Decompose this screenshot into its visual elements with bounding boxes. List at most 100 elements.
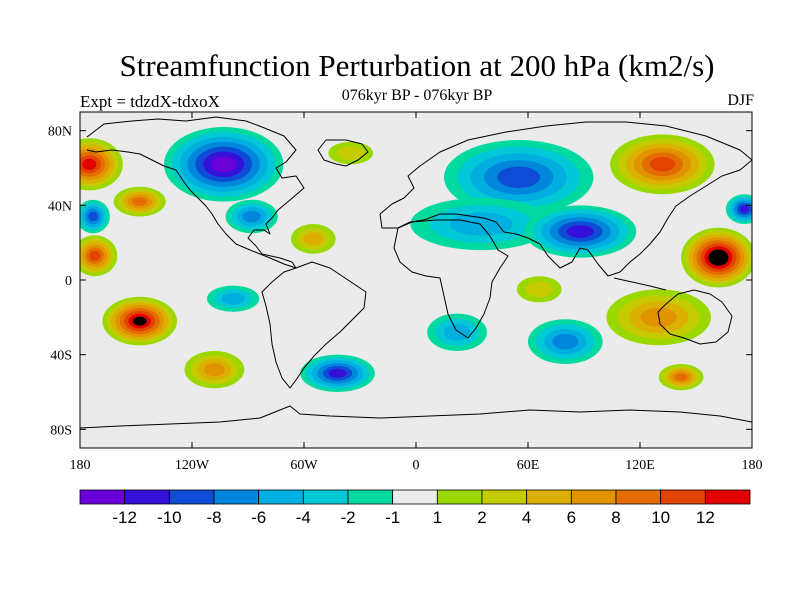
season-label: DJF — [727, 92, 754, 109]
x-tick-label: 60E — [517, 458, 540, 473]
colorbar-swatch — [392, 489, 438, 505]
colorbar-swatch — [79, 489, 126, 505]
anomaly-14-contour-6 — [566, 225, 594, 238]
anomaly-4-contour-7 — [211, 156, 237, 173]
colorbar-label: 6 — [567, 508, 576, 527]
anomaly-22 — [516, 276, 562, 303]
anomaly-5-contour-4 — [242, 210, 261, 223]
anomaly-21 — [427, 313, 487, 351]
colorbar: -12 -10 -8 -6 -4 -2 -1 1 2 4 6 8 10 12 — [79, 489, 751, 527]
streamfunction-field — [80, 127, 752, 392]
colorbar-label: 8 — [611, 508, 620, 527]
map-axes: 180 120W 60W 0 60E 120E 180 80N 40N 0 40S 80S — [48, 112, 763, 473]
colorbar-swatch — [124, 489, 170, 505]
anomaly-16 — [681, 227, 752, 288]
anomaly-8 — [102, 296, 177, 346]
anomaly-1 — [113, 186, 166, 217]
anomaly-14 — [524, 205, 637, 258]
anomaly-13 — [410, 197, 553, 251]
anomaly-7 — [328, 141, 374, 165]
anomaly-12 — [444, 140, 594, 215]
y-tick-label: 40N — [48, 199, 72, 214]
colorbar-label: -1 — [385, 508, 400, 527]
anomaly-1-contour-5 — [132, 197, 148, 206]
coastline-australia — [657, 289, 733, 345]
colorbar-label: -4 — [296, 508, 311, 527]
colorbar-swatch — [570, 489, 617, 505]
x-tick-label: 120W — [175, 458, 210, 473]
anomaly-4 — [164, 127, 284, 202]
colorbar-swatch — [704, 489, 751, 505]
anomaly-17-contour-6 — [740, 205, 749, 213]
colorbar-label: -6 — [251, 508, 266, 527]
colorbar-swatch — [436, 489, 483, 505]
anomaly-0 — [80, 138, 123, 191]
anomaly-15 — [610, 134, 715, 195]
colorbar-swatch — [526, 489, 572, 505]
colorbar-swatch — [258, 489, 304, 505]
chart-title: Streamfunction Perturbation at 200 hPa (… — [119, 48, 715, 83]
anomaly-6-contour-3 — [303, 232, 324, 246]
anomaly-9 — [184, 350, 245, 389]
colorbar-label: -8 — [206, 508, 221, 527]
anomaly-9-contour-4 — [204, 363, 225, 377]
colorbar-label: 12 — [696, 508, 715, 527]
coastline-north-america — [86, 116, 305, 269]
anomaly-3 — [80, 235, 118, 277]
coastline-africa — [393, 219, 509, 339]
coastline-south-america — [261, 261, 367, 389]
y-tick-label: 80N — [48, 125, 72, 140]
anomaly-21-contour-3 — [443, 324, 471, 341]
colorbar-swatch — [347, 489, 394, 505]
colorbar-swatch — [615, 489, 662, 505]
colorbar-label: 10 — [651, 508, 670, 527]
colorbar-label: 1 — [433, 508, 442, 527]
anomaly-15-contour-6 — [649, 157, 676, 172]
anomaly-13-contour-3 — [449, 212, 513, 236]
anomaly-19 — [658, 364, 704, 391]
x-tick-label: 120E — [625, 458, 655, 473]
period-label: 076kyr BP - 076kyr BP — [341, 87, 493, 104]
anomaly-8-contour-8 — [132, 316, 147, 326]
x-tick-label: 180 — [742, 458, 763, 473]
anomaly-0-contour-7 — [82, 158, 97, 170]
coastlines — [80, 116, 752, 429]
anomaly-5 — [225, 199, 278, 234]
anomaly-7-contour-2 — [336, 146, 365, 161]
coastline-eurasia — [379, 121, 752, 277]
anomaly-17 — [725, 194, 752, 224]
y-tick-label: 80S — [50, 423, 72, 438]
colorbar-swatch — [168, 489, 215, 505]
colorbar-label: -2 — [340, 508, 355, 527]
colorbar-swatch — [213, 489, 260, 505]
anomaly-10 — [207, 285, 260, 312]
colorbar-label: -12 — [112, 508, 137, 527]
x-tick-label: 0 — [413, 458, 420, 473]
colorbar-swatch — [481, 489, 528, 505]
anomaly-2-contour-5 — [88, 211, 98, 222]
coastline-indonesia — [613, 277, 667, 291]
x-tick-label: 180 — [70, 458, 91, 473]
y-tick-label: 0 — [65, 274, 72, 289]
colorbar-swatch — [660, 489, 706, 505]
anomaly-22-contour-2 — [525, 281, 553, 298]
anomaly-3-contour-6 — [89, 250, 101, 261]
anomaly-6 — [290, 224, 336, 254]
coastline-antarctica — [80, 405, 752, 429]
anomaly-11-contour-6 — [328, 368, 347, 378]
anomaly-10-contour-3 — [221, 292, 245, 305]
anomaly-16-contour-9 — [712, 252, 725, 263]
y-tick-label: 40S — [50, 349, 72, 364]
coastline-greenland — [317, 139, 369, 167]
anomaly-20-contour-4 — [552, 333, 579, 350]
anomaly-12-contour-5 — [497, 166, 540, 188]
anomaly-20 — [528, 319, 603, 364]
colorbar-label: -10 — [157, 508, 182, 527]
colorbar-label: 4 — [522, 508, 531, 527]
colorbar-swatch — [302, 489, 349, 505]
anomaly-19-contour-5 — [674, 373, 688, 381]
colorbar-label: 2 — [477, 508, 486, 527]
anomaly-11 — [300, 354, 375, 392]
x-tick-label: 60W — [290, 458, 318, 473]
